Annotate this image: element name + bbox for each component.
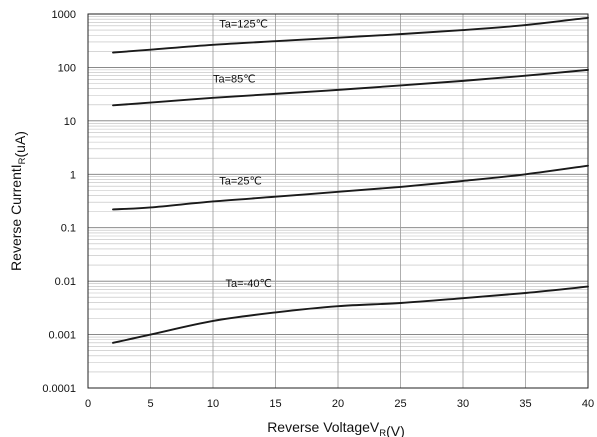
y-tick-label: 1000 <box>52 9 76 21</box>
y-tick-label: 0.1 <box>61 223 76 235</box>
y-axis-unit: (uA) <box>12 131 28 157</box>
x-axis-title: Reverse VoltageVR(V) <box>267 419 405 437</box>
y-axis-title: Reverse CurrentIR(uA) <box>8 131 28 271</box>
x-tick-label: 5 <box>147 398 153 410</box>
y-tick-label: 0.0001 <box>42 383 76 395</box>
x-tick-label: 30 <box>457 398 469 410</box>
y-tick-label: 0.001 <box>48 330 76 342</box>
x-axis-symbol-subscript: R <box>379 428 386 437</box>
y-tick-labels: 0.0001 0.001 0.01 0.1 1 10 100 1000 <box>42 9 76 395</box>
x-tick-label: 35 <box>519 398 531 410</box>
x-axis-title-text: Reverse Voltage <box>267 419 370 435</box>
series-label: Ta=25℃ <box>219 176 262 188</box>
x-tick-label: 0 <box>85 398 91 410</box>
x-tick-label: 20 <box>332 398 344 410</box>
series-line <box>112 68 589 107</box>
series-label: Ta=125℃ <box>219 18 268 30</box>
y-axis-symbol-subscript: R <box>17 157 28 164</box>
x-tick-label: 15 <box>269 398 281 410</box>
series-line <box>112 285 589 344</box>
x-tick-label: 40 <box>582 398 594 410</box>
series-labels: Ta=125℃ Ta=85℃ Ta=25℃ Ta=-40℃ <box>213 18 272 289</box>
y-tick-label: 10 <box>64 116 76 128</box>
series-line <box>112 16 589 54</box>
y-axis-symbol: I <box>8 164 24 168</box>
x-tick-labels: 0 5 10 15 20 25 30 35 40 <box>85 398 594 410</box>
y-tick-label: 0.01 <box>55 276 76 288</box>
x-tick-label: 25 <box>394 398 406 410</box>
series-label: Ta=-40℃ <box>226 278 272 290</box>
series-label: Ta=85℃ <box>213 74 256 86</box>
y-tick-label: 1 <box>70 169 76 181</box>
x-axis-symbol: V <box>370 419 380 435</box>
x-axis-unit: (V) <box>386 423 405 437</box>
grid-lines <box>87 13 589 389</box>
plot-frame <box>87 13 589 389</box>
y-axis-title-text: Reverse Current <box>8 168 24 271</box>
series-lines <box>112 16 589 344</box>
y-tick-label: 100 <box>58 62 76 74</box>
x-tick-label: 10 <box>207 398 219 410</box>
series-line <box>112 164 589 211</box>
